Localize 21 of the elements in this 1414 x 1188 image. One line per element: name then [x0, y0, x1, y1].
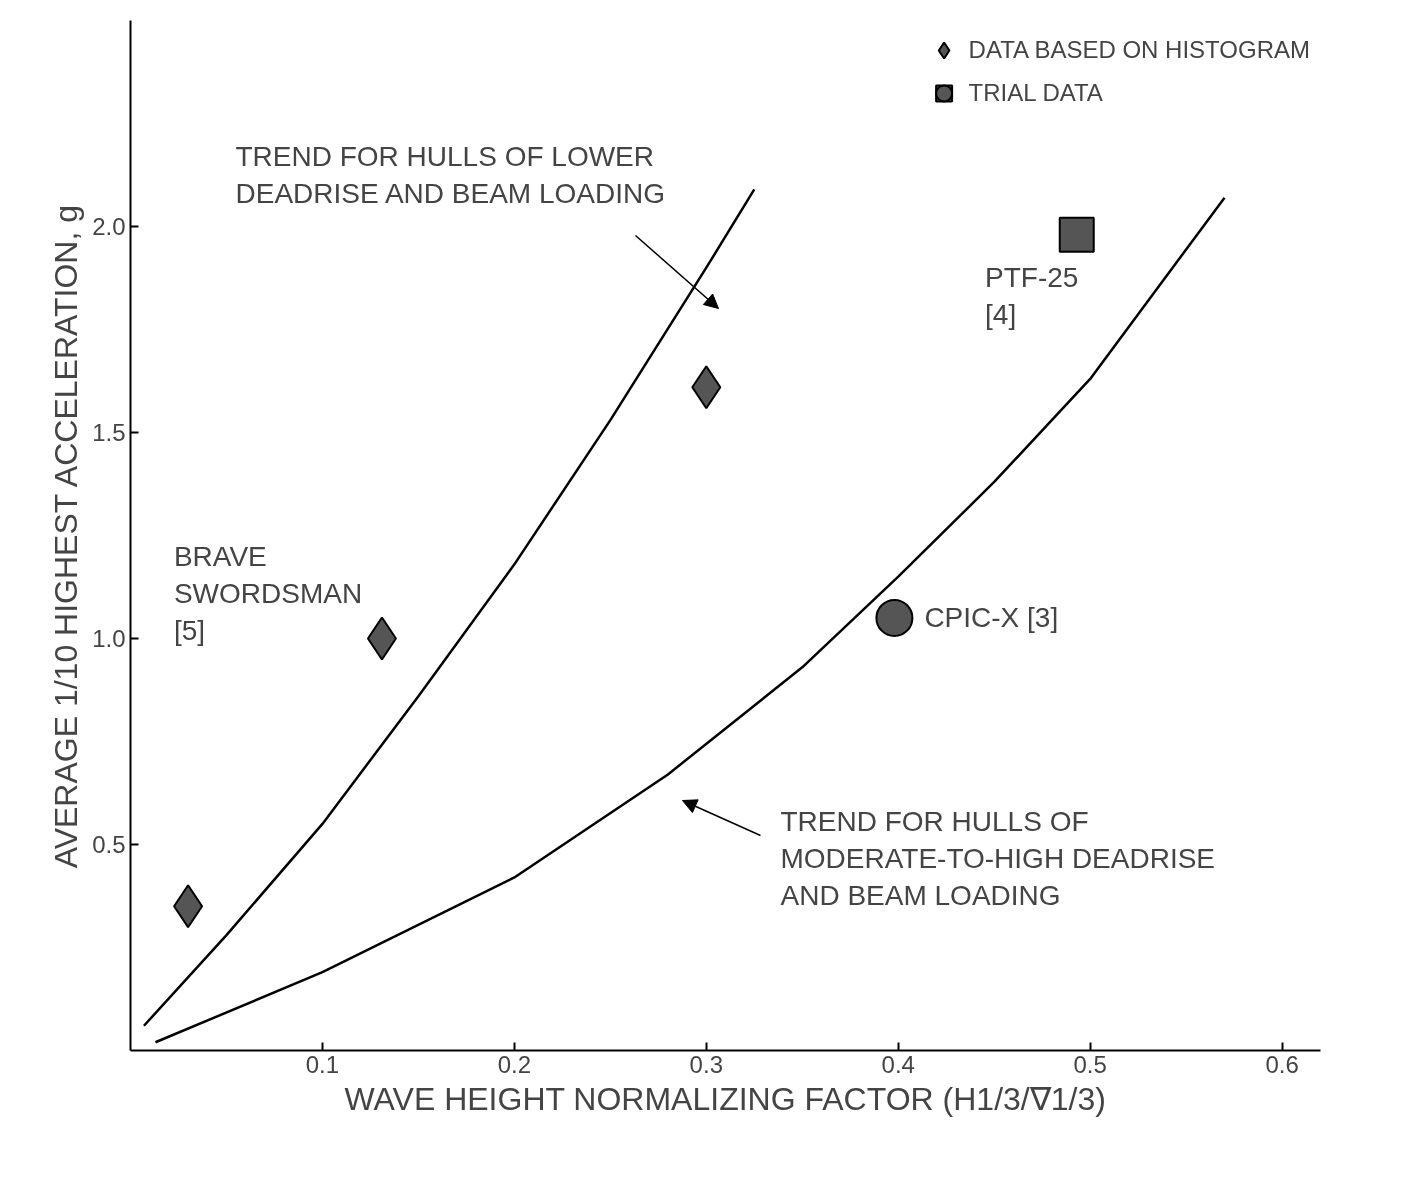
y-tick-label: 2.0	[92, 213, 126, 240]
x-tick-label: 0.3	[689, 1050, 723, 1078]
y-axis-title: AVERAGE 1/10 HIGHEST ACCELERATION, g	[48, 205, 85, 869]
x-tick-label: 0.1	[305, 1050, 340, 1078]
legend-label: DATA BASED ON HISTOGRAM	[968, 36, 1310, 64]
annotation: PTF-25 [4]	[985, 261, 1079, 330]
point	[875, 598, 914, 637]
x-tick-label: 0.4	[881, 1050, 915, 1078]
y-tick-label: 1.5	[92, 419, 126, 446]
x-axis-title: WAVE HEIGHT NORMALIZING FACTOR (H1/3/∇1/3)	[344, 1080, 1106, 1117]
annotation: CPIC-X [3]	[924, 602, 1059, 634]
y-tick-label: 1.0	[92, 625, 126, 652]
annotation: TREND FOR HULLS OF LOWER DEADRISE AND BEAM LOADING	[235, 140, 665, 209]
x-tick-label: 0.2	[497, 1050, 532, 1078]
x-tick-label: 0.6	[1265, 1050, 1299, 1078]
point	[1058, 216, 1095, 253]
annotation: BRAVE SWORDSMAN [5]	[173, 540, 363, 646]
x-tick-label: 0.5	[1073, 1050, 1107, 1078]
annotation: TREND FOR HULLS OF MODERATE-TO-HIGH DEADRISE AND BEAM LOADING	[780, 805, 1216, 911]
legend-label: TRIAL DATA	[968, 79, 1103, 107]
y-tick-label: 0.5	[92, 831, 126, 858]
